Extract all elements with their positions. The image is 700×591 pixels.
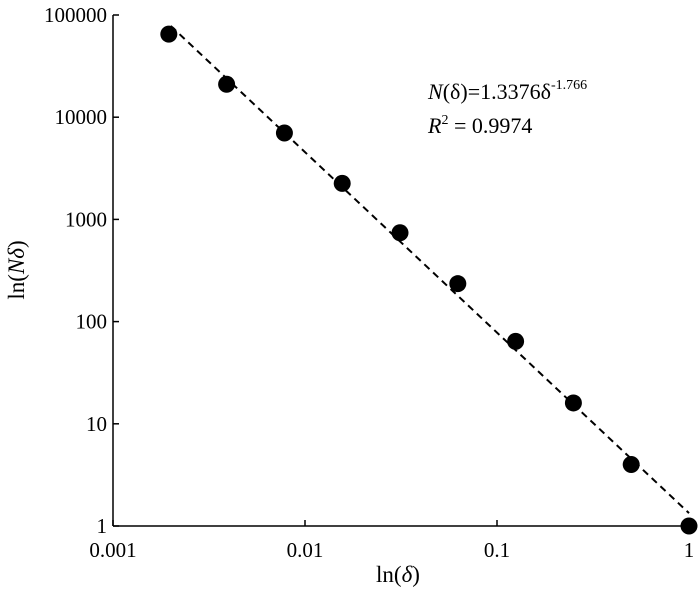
x-axis-title-var: δ: [402, 562, 413, 587]
x-axis-title-suffix: ): [412, 562, 420, 587]
x-tick-label: 1: [684, 538, 695, 562]
y-axis-title: ln(Nδ): [4, 240, 29, 299]
y-tick-label: 1: [97, 514, 108, 538]
y-axis-ticks: 1 10 100 1000 10000 100000: [44, 3, 119, 538]
fit-equation: N(δ)=1.3376δ-1.766: [427, 78, 587, 104]
r-squared: R2 = 0.9974: [427, 113, 532, 138]
data-point: [680, 517, 698, 535]
data-point: [275, 124, 293, 142]
y-axis-title-suffix: ): [4, 240, 29, 248]
r-squared-var: R: [427, 113, 442, 138]
y-tick-label: 1000: [65, 207, 107, 231]
y-tick-label: 100: [76, 310, 108, 334]
y-tick-label: 100000: [44, 3, 107, 27]
data-points: [160, 25, 698, 535]
y-axis-title-var: Nδ: [4, 248, 29, 275]
x-tick-label: 0.1: [484, 538, 510, 562]
r-squared-sup: 2: [441, 113, 448, 128]
x-tick-label: 0.001: [89, 538, 136, 562]
data-point: [564, 394, 582, 412]
data-point: [333, 174, 351, 192]
x-axis-title-prefix: ln(: [376, 562, 402, 587]
fit-equation-exponent: -1.766: [551, 78, 587, 93]
data-point: [218, 75, 236, 93]
fit-equation-body: (δ)=1.3376δ: [443, 79, 551, 104]
axes: [112, 15, 689, 527]
y-axis-title-prefix: ln(: [4, 274, 29, 300]
x-axis-ticks: 0.001 0.01 0.1 1: [89, 520, 694, 562]
data-point: [160, 25, 178, 43]
data-point: [507, 332, 525, 350]
data-point: [391, 224, 409, 242]
fit-line: [170, 25, 690, 514]
r-squared-value: = 0.9974: [448, 113, 532, 138]
data-point: [449, 275, 467, 293]
data-point: [622, 455, 640, 473]
x-axis-title: ln(δ): [376, 562, 420, 587]
x-tick-label: 0.01: [287, 538, 324, 562]
y-tick-label: 10: [86, 412, 107, 436]
fit-equation-lhs-var: N: [427, 79, 444, 104]
y-tick-label: 10000: [55, 105, 108, 129]
